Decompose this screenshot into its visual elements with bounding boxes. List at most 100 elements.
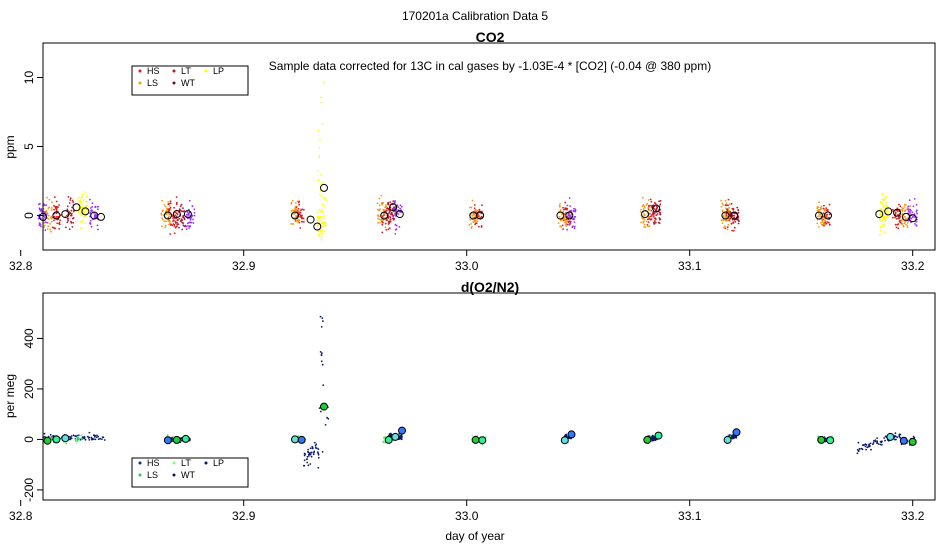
co2-point-hs <box>897 227 900 230</box>
co2-point-ls <box>161 210 164 213</box>
co2-point-hs <box>58 223 61 226</box>
co2-point-lp <box>322 216 324 219</box>
co2-point-hs <box>475 222 478 225</box>
co2-point-ls <box>903 222 906 225</box>
co2-point-hs <box>567 221 570 224</box>
co2-point-wt <box>46 221 48 224</box>
co2-panel: CO2 Sample data corrected for 13C in cal… <box>3 29 936 273</box>
co2-point-lt <box>730 222 733 225</box>
co2-point-hs <box>53 227 56 230</box>
co2-point-ls <box>647 207 650 209</box>
o2n2-point-hs <box>879 440 882 443</box>
co2-point-ls <box>290 210 293 212</box>
o2n2-point-hs <box>99 437 102 440</box>
co2-point-hs <box>480 225 483 227</box>
co2-point-ls <box>377 222 379 224</box>
co2-point-ls <box>50 207 53 209</box>
co2-point-wt <box>909 208 911 211</box>
co2-point-hs <box>382 221 384 224</box>
co2-point-lp <box>883 224 886 227</box>
co2-point-wt <box>908 199 911 202</box>
co2-mean-marker <box>476 211 485 220</box>
co2-point-lp <box>81 196 84 199</box>
o2n2-panel: d(O2/N2) per meg day of year 32.8 32.9 33.… <box>3 279 936 543</box>
co2-point-lp <box>880 220 883 223</box>
co2-point-ls <box>902 225 905 228</box>
co2-point-ls <box>164 205 167 208</box>
co2-point-lp <box>881 208 884 211</box>
co2-point-hs <box>474 223 477 226</box>
co2-point-wt <box>43 204 46 207</box>
co2-point-ls <box>382 202 385 204</box>
co2-point-hs <box>899 219 901 222</box>
o2n2-point-hs <box>95 436 98 439</box>
co2-means <box>39 183 917 231</box>
co2-point-hs <box>175 203 178 206</box>
x-tick-label: 33.0 <box>455 259 479 273</box>
co2-point-hs <box>53 215 56 218</box>
co2-point-hs <box>481 204 483 207</box>
co2-point-ls <box>474 215 477 218</box>
co2-point-hs <box>302 208 305 211</box>
co2-point-hs <box>57 215 60 218</box>
co2-point-lt <box>70 220 72 223</box>
co2-point-ls <box>728 203 731 206</box>
o2n2-point-hs <box>88 439 91 441</box>
o2n2-point-hs <box>872 443 874 446</box>
co2-point-lp <box>882 198 885 201</box>
co2-point-lp <box>318 146 321 149</box>
co2-point-wt <box>192 222 195 224</box>
co2-point-lt <box>70 209 73 212</box>
o2n2-point-lp <box>317 466 320 469</box>
co2-point-hs <box>381 231 384 234</box>
co2-point-hs <box>473 207 476 210</box>
legend-marker-hs <box>138 461 142 465</box>
o2n2-point-hs <box>651 434 654 437</box>
co2-point-ls <box>290 202 293 204</box>
co2-point-lt <box>69 212 71 215</box>
o2n2-point-lp <box>308 455 310 457</box>
co2-point-lt <box>737 209 740 211</box>
co2-point-wt <box>394 233 397 235</box>
o2n2-axes: 32.8 32.9 33.0 33.1 33.2 -200 0 200 400 <box>9 328 925 523</box>
co2-point-lp <box>84 215 87 218</box>
co2-point-wt <box>914 223 916 225</box>
co2-point-lt <box>659 211 661 214</box>
co2-point-ls <box>900 219 903 222</box>
co2-point-hs <box>299 211 302 214</box>
co2-point-hs <box>387 223 390 225</box>
o2n2-point-hs <box>894 435 897 438</box>
co2-point-ls <box>298 219 301 222</box>
co2-point-hs <box>169 200 172 203</box>
co2-point-hs <box>823 204 825 207</box>
co2-mean-marker <box>652 204 661 213</box>
co2-point-lt <box>179 220 182 222</box>
co2-point-lp <box>324 223 326 226</box>
co2-point-lt <box>734 221 737 223</box>
legend-marker-hs <box>138 69 142 73</box>
o2n2-point-lp <box>307 448 309 451</box>
co2-point-lp <box>320 195 323 198</box>
co2-point-ls <box>164 226 167 229</box>
co2-point-hs <box>53 219 55 222</box>
o2n2-mean-marker <box>181 434 190 443</box>
co2-mean-marker <box>97 212 105 221</box>
o2n2-point-hs <box>92 438 95 440</box>
y-tick-label: 5 <box>22 143 36 150</box>
co2-point-ls <box>468 224 471 226</box>
co2-point-lp <box>320 236 323 239</box>
co2-point-hs <box>301 217 304 220</box>
co2-point-lp <box>78 211 80 214</box>
co2-point-hs <box>649 212 651 215</box>
o2n2-point-ls <box>649 435 652 437</box>
co2-point-lp <box>316 179 319 182</box>
o2n2-mean-marker <box>391 432 400 441</box>
co2-point-ls <box>560 213 563 216</box>
legend-marker-ls <box>138 81 142 85</box>
o2n2-legend-box <box>131 457 249 488</box>
co2-point-hs <box>55 207 58 210</box>
co2-point-wt <box>912 205 915 208</box>
co2-point-lp <box>881 226 883 229</box>
co2-point-hs <box>828 224 831 226</box>
co2-point-lp <box>85 200 88 203</box>
